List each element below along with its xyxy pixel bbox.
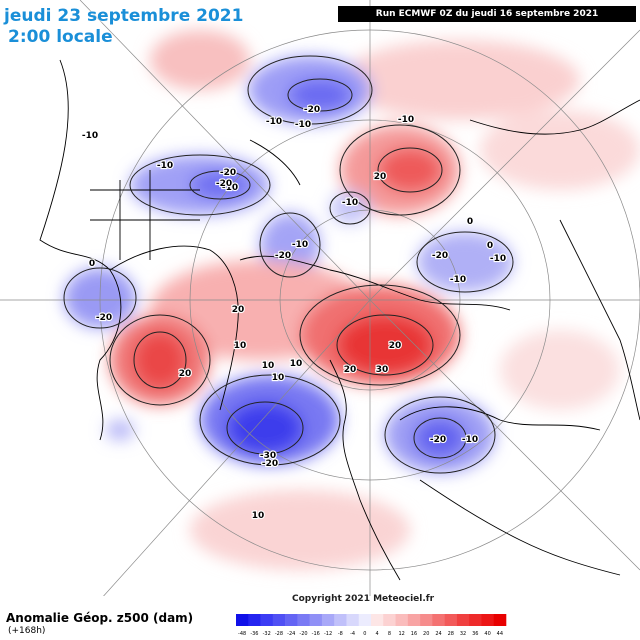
legend-tick-label: -20: [299, 631, 307, 637]
legend-tick-label: 24: [435, 631, 441, 637]
contour-value-label: -20: [304, 105, 320, 115]
contour-labels: -20-10-10-20-10-20-20-10-10-10-20-10-10-…: [81, 104, 507, 522]
legend-swatch: [334, 614, 347, 626]
contour-value-label: -20: [275, 251, 291, 261]
legend-swatch: [481, 614, 495, 626]
model-run-banner: Run ECMWF 0Z du jeudi 16 septembre 2021: [338, 6, 636, 22]
legend-tick-label: 40: [484, 631, 490, 637]
legend-swatch: [383, 614, 396, 626]
contour-value-label: 0: [89, 259, 95, 269]
contour-value-label: -10: [157, 161, 173, 171]
forecast-time: 2:00 locale: [8, 27, 113, 47]
legend-tick-label: 12: [398, 631, 404, 637]
legend-tick-label: 8: [388, 631, 391, 637]
legend-tick-label: -16: [312, 631, 320, 637]
contour-value-label: -10: [292, 240, 308, 250]
contour-value-label: -10: [266, 117, 282, 127]
legend-tick-label: -24: [287, 631, 295, 637]
contour-value-label: -30: [260, 451, 276, 461]
legend-swatch: [297, 614, 310, 626]
copyright-text: Copyright 2021 Meteociel.fr: [292, 594, 435, 604]
contour-value-label: -10: [222, 183, 238, 193]
legend-tick-label: -28: [275, 631, 283, 637]
legend-tick-label: 28: [448, 631, 454, 637]
contour-value-label: 10: [272, 373, 285, 383]
legend-swatch: [444, 614, 458, 626]
legend-tick-label: -36: [250, 631, 258, 637]
contour-lines: [63, 55, 514, 474]
contour-value-label: 10: [234, 341, 247, 351]
legend-swatch: [248, 614, 261, 626]
legend-tick-label: -8: [338, 631, 343, 637]
legend-swatch: [420, 614, 433, 626]
contour-value-label: -20: [96, 313, 112, 323]
legend-swatch: [285, 614, 298, 626]
contour-value-label: 20: [374, 172, 387, 182]
contour-value-label: -20: [432, 251, 448, 261]
legend-swatch: [432, 614, 445, 626]
legend-tick-label: -4: [350, 631, 355, 637]
contour-value-label: 30: [376, 365, 389, 375]
contour-value-label: -10: [462, 435, 478, 445]
legend-swatch: [346, 614, 360, 626]
legend-tick-label: 16: [411, 631, 417, 637]
contour-value-label: 20: [344, 365, 357, 375]
contour-value-label: 20: [232, 305, 245, 315]
contour-value-label: -10: [295, 120, 311, 130]
legend-swatch: [321, 614, 335, 626]
legend-tick-label: -48: [238, 631, 246, 637]
legend-swatch: [236, 614, 249, 626]
legend-swatch: [469, 614, 482, 626]
field-title: Anomalie Géop. z500 (dam): [6, 611, 194, 625]
graticule: [0, 0, 640, 601]
contour-value-label: -10: [450, 275, 466, 285]
contour-value-label: -10: [82, 131, 98, 141]
contour-value-label: -10: [398, 115, 414, 125]
legend-swatch: [309, 614, 323, 626]
legend-swatch: [407, 614, 421, 626]
legend-swatch: [456, 614, 470, 626]
contour-value-label: 20: [179, 369, 192, 379]
lead-time: (+168h): [8, 626, 46, 636]
legend-tick-label: 36: [472, 631, 478, 637]
contour-value-label: -20: [262, 459, 278, 469]
contour-value-label: -20: [220, 168, 236, 178]
contour-value-label: 0: [487, 241, 493, 251]
contour-value-label: 20: [389, 341, 402, 351]
legend-tick-label: 20: [423, 631, 429, 637]
legend-tick-label: 32: [460, 631, 466, 637]
contour-value-label: -10: [490, 254, 506, 264]
legend-swatch: [358, 614, 372, 626]
contour-value-label: 10: [252, 511, 265, 521]
legend-tick-label: 44: [497, 631, 503, 637]
legend-tick-label: -32: [263, 631, 271, 637]
coastlines: [39, 59, 640, 581]
legend-tick-label: 0: [363, 631, 366, 637]
contour-value-label: -20: [216, 179, 232, 189]
anomaly-shading: [64, 30, 640, 570]
legend-tick-label: 4: [376, 631, 379, 637]
legend-swatch: [371, 614, 384, 626]
forecast-date: jeudi 23 septembre 2021: [4, 6, 244, 26]
legend-swatch: [493, 614, 507, 626]
legend-swatch: [272, 614, 286, 626]
legend-tick-label: -12: [324, 631, 332, 637]
contour-value-label: 10: [262, 361, 275, 371]
contour-value-label: -20: [430, 435, 446, 445]
contour-value-label: 0: [467, 217, 473, 227]
legend-swatch: [260, 614, 274, 626]
contour-value-label: 10: [290, 359, 303, 369]
color-legend: -48 -36 -32 -28 -24 -20 -16 -12 -8 -4 0 4 8 12 16 20 24 2…: [236, 614, 507, 637]
contour-value-label: -10: [342, 198, 358, 208]
legend-swatch: [395, 614, 409, 626]
